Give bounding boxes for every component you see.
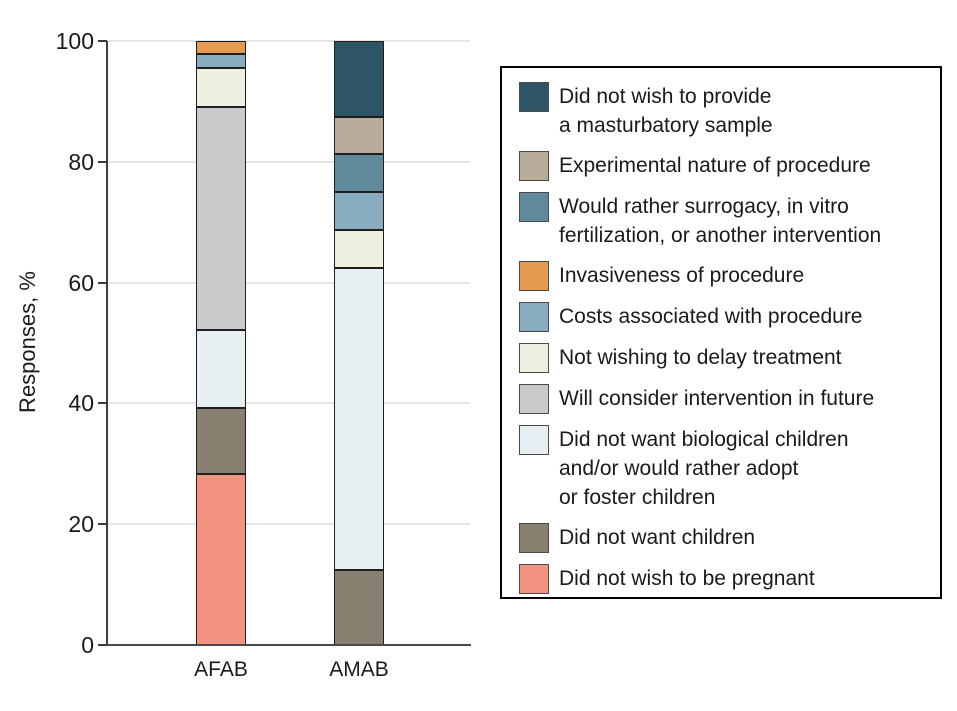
legend-item: Not wishing to delay treatment — [519, 343, 934, 373]
gridline — [108, 160, 470, 163]
legend-label: Did not wish to provide a masturbatory s… — [559, 85, 773, 137]
bar-segment — [196, 67, 246, 107]
legend-item: Costs associated with procedure — [519, 302, 934, 332]
y-tick-label: 40 — [68, 390, 94, 417]
legend-item: Did not wish to provide a masturbatory s… — [519, 82, 934, 140]
y-axis-line — [106, 41, 108, 646]
legend-label: Costs associated with procedure — [559, 305, 863, 328]
y-tick-label: 100 — [55, 28, 94, 54]
legend-item: Did not want children — [519, 523, 934, 553]
legend-items: Did not wish to provide a masturbatory s… — [519, 82, 934, 594]
y-tick — [98, 40, 107, 42]
bar-segment — [196, 41, 246, 55]
y-tick — [98, 160, 107, 163]
legend-label: Did not want children — [559, 526, 756, 549]
bar-segment — [334, 41, 384, 117]
x-tick-label: AFAB — [194, 658, 248, 681]
legend-swatch-icon — [519, 425, 549, 455]
bar-segment — [334, 154, 384, 192]
y-tick — [98, 523, 107, 526]
bar-segment — [196, 54, 246, 68]
legend-item: Did not want biological children and/or … — [519, 425, 934, 512]
bar-segment — [334, 569, 384, 645]
bar-segment — [334, 229, 384, 268]
legend-item: Experimental nature of procedure — [519, 151, 934, 181]
legend-label: Will consider intervention in future — [559, 387, 875, 410]
y-tick-label: 60 — [68, 269, 94, 296]
legend-label: Would rather surrogacy, in vitro fertili… — [559, 195, 882, 247]
y-tick — [98, 644, 107, 646]
y-tick — [98, 281, 107, 284]
legend-item: Did not wish to be pregnant — [519, 564, 934, 594]
x-axis-line — [106, 644, 471, 646]
legend-swatch-icon — [519, 523, 549, 553]
y-tick-label: 80 — [68, 148, 94, 175]
gridline — [108, 281, 470, 284]
legend-label: Did not wish to be pregnant — [559, 567, 815, 590]
legend-swatch-icon — [519, 564, 549, 594]
plot-area — [108, 40, 471, 645]
bar-segment — [196, 474, 246, 645]
legend-swatch-icon — [519, 302, 549, 332]
legend-item: Will consider intervention in future — [519, 384, 934, 414]
gridline — [108, 523, 470, 526]
legend-label: Invasiveness of procedure — [559, 264, 805, 287]
bar-segment — [334, 267, 384, 570]
legend-swatch-icon — [519, 384, 549, 414]
gridline — [108, 40, 470, 42]
legend-label: Experimental nature of procedure — [559, 154, 871, 177]
legend-swatch-icon — [519, 82, 549, 112]
bar-segment — [334, 116, 384, 155]
legend-swatch-icon — [519, 192, 549, 222]
gridline — [108, 402, 470, 405]
bar-segment — [196, 106, 246, 330]
legend-swatch-icon — [519, 261, 549, 291]
y-tick-label: 20 — [68, 511, 94, 538]
legend-item: Invasiveness of procedure — [519, 261, 934, 291]
legend-label: Not wishing to delay treatment — [559, 346, 842, 369]
y-tick — [98, 402, 107, 405]
bar-segment — [334, 192, 384, 230]
legend-swatch-icon — [519, 151, 549, 181]
legend-item: Would rather surrogacy, in vitro fertili… — [519, 192, 934, 250]
y-tick-label: 0 — [81, 632, 94, 658]
legend-label: Did not want biological children and/or … — [559, 428, 849, 509]
legend: Did not wish to provide a masturbatory s… — [500, 66, 942, 599]
legend-swatch-icon — [519, 343, 549, 373]
bar-segment — [196, 329, 246, 409]
bar-segment — [196, 408, 246, 475]
x-tick-label: AMAB — [329, 658, 389, 681]
